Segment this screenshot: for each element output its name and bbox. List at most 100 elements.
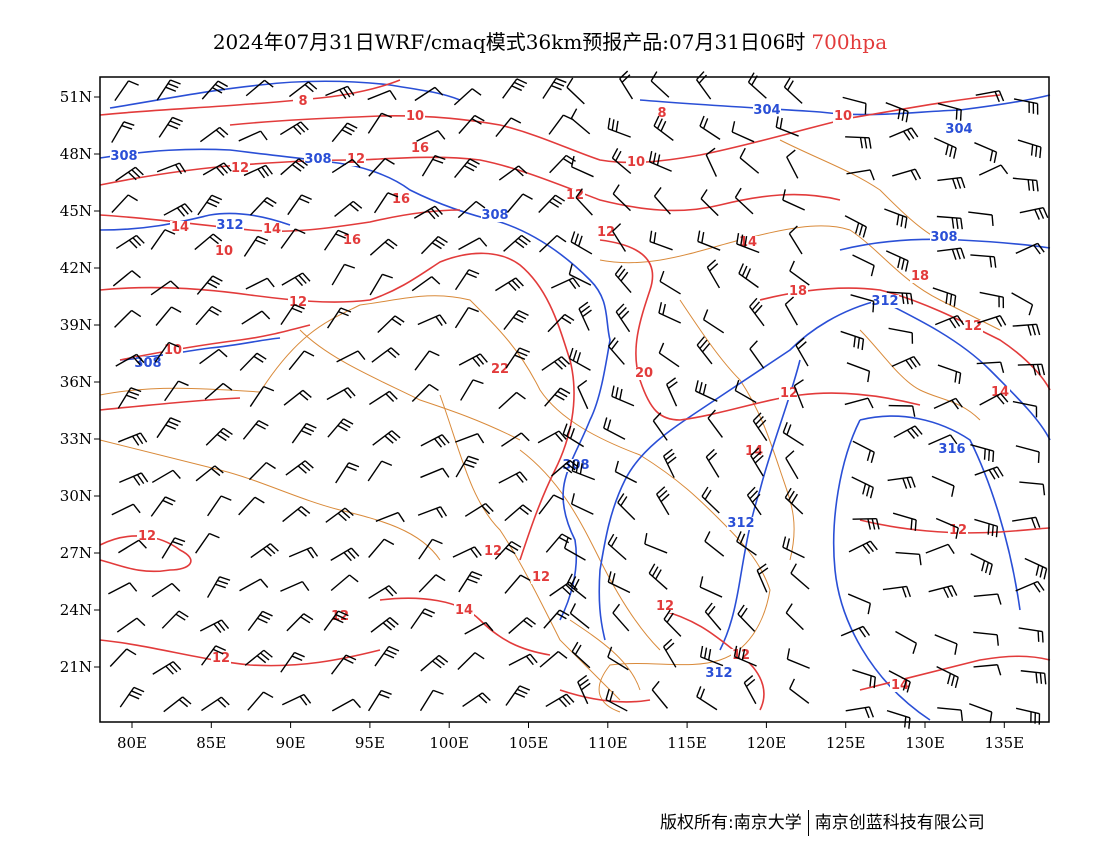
wind-barb — [457, 200, 486, 219]
wind-barb — [845, 136, 872, 149]
wind-barb — [846, 169, 875, 181]
wind-barb — [280, 651, 305, 673]
wind-barb — [577, 674, 591, 705]
wind-barb — [937, 102, 962, 121]
wind-barb — [115, 353, 145, 367]
temperature-label: 10 — [215, 244, 233, 259]
wind-barb — [331, 698, 361, 712]
wind-barb — [749, 340, 765, 369]
wind-barb — [970, 254, 997, 268]
wind-barb — [280, 304, 305, 326]
wind-barb — [495, 117, 522, 137]
height-label: 312 — [216, 218, 243, 233]
wind-barb — [648, 150, 672, 172]
temperature-label: 10 — [834, 109, 852, 124]
temperature-label: 12 — [484, 544, 502, 559]
lat-tick-label: 24N — [60, 601, 92, 619]
wind-barb — [736, 232, 760, 254]
lon-tick-label: 105E — [509, 734, 549, 752]
wind-barb — [1015, 242, 1045, 255]
wind-barb — [845, 706, 874, 719]
wind-barb — [651, 680, 669, 709]
wind-barb — [280, 228, 306, 249]
height-label: 308 — [481, 208, 508, 223]
wind-barb — [242, 420, 269, 440]
wind-barb — [420, 654, 449, 672]
height-label-bg — [871, 295, 899, 308]
wind-barb — [109, 648, 137, 667]
wind-barb — [163, 696, 192, 713]
wind-barb — [888, 327, 914, 344]
lon-tick-label: 120E — [747, 734, 787, 752]
temperature-label: 16 — [343, 233, 361, 248]
temperature-label: 12 — [212, 651, 230, 666]
height-label: 308 — [110, 149, 137, 164]
temperature-label-bg — [626, 156, 646, 169]
title-main: 2024年07月31日WRF/cmaq模式36km预报产品:07月31日06时 — [212, 30, 806, 54]
wind-barb — [416, 130, 446, 142]
wind-barb — [659, 270, 681, 295]
wind-barb — [194, 233, 223, 251]
wind-barb — [550, 277, 581, 290]
wind-barb — [611, 148, 632, 175]
wind-barb — [785, 603, 804, 631]
wind-barb — [795, 337, 809, 367]
lat-tick-label: 51N — [60, 88, 92, 106]
lon-tick-label: 130E — [905, 734, 945, 752]
wind-barb — [462, 692, 491, 708]
lat-tick-label: 36N — [60, 373, 92, 391]
wind-barb — [111, 121, 135, 143]
wind-barb — [545, 693, 575, 708]
wind-barb — [421, 155, 446, 177]
wind-barb — [975, 90, 1005, 103]
wind-barb — [539, 234, 567, 253]
lat-tick-label: 21N — [60, 658, 92, 676]
lon-tick-label: 115E — [667, 734, 707, 752]
height-label: 312 — [871, 294, 898, 309]
wind-barb — [112, 270, 141, 287]
wind-barb — [892, 512, 917, 531]
wind-barb — [248, 461, 276, 481]
wind-barb — [789, 678, 810, 704]
lat-tick-label: 33N — [60, 430, 92, 448]
temperature-label-bg — [262, 223, 282, 236]
height-label: 308 — [930, 230, 957, 245]
wind-barb — [974, 142, 998, 164]
wind-barb — [750, 447, 764, 477]
wind-barb — [454, 433, 485, 444]
temperature-label: 12 — [597, 225, 615, 240]
wind-barb — [417, 506, 448, 518]
wind-barb — [458, 571, 483, 593]
wind-barb — [156, 79, 181, 101]
wind-barb — [410, 608, 436, 630]
wind-barb — [508, 617, 536, 634]
wind-barb — [562, 423, 585, 448]
temperature-label-bg — [214, 245, 234, 258]
temperature-label-bg — [490, 363, 510, 376]
wind-barb — [784, 296, 798, 326]
wind-barb — [325, 85, 355, 100]
wind-barb — [970, 444, 995, 463]
wind-barb — [118, 539, 147, 554]
wind-barb — [238, 496, 265, 516]
height-label: 308 — [304, 152, 331, 167]
wind-barb — [973, 631, 999, 646]
map-title: 2024年07月31日WRF/cmaq模式36km预报产品:07月31日06时 7… — [0, 26, 1100, 55]
wind-barb — [933, 397, 963, 410]
wind-barb — [844, 397, 874, 409]
height-label-bg — [216, 219, 244, 232]
temperature-label-bg — [410, 142, 430, 155]
wind-barb — [694, 380, 718, 402]
wind-barb — [844, 215, 867, 238]
wind-barb — [161, 537, 186, 559]
height-label-bg — [938, 443, 966, 456]
wind-barb — [936, 666, 959, 689]
wind-barb — [575, 188, 593, 216]
wind-barb — [539, 650, 568, 668]
wind-barb — [977, 315, 1007, 327]
wind-barb — [570, 231, 593, 255]
wind-barb — [707, 409, 723, 438]
wind-barb — [743, 675, 757, 705]
wind-barb — [544, 387, 571, 407]
height-label: 304 — [753, 103, 780, 118]
